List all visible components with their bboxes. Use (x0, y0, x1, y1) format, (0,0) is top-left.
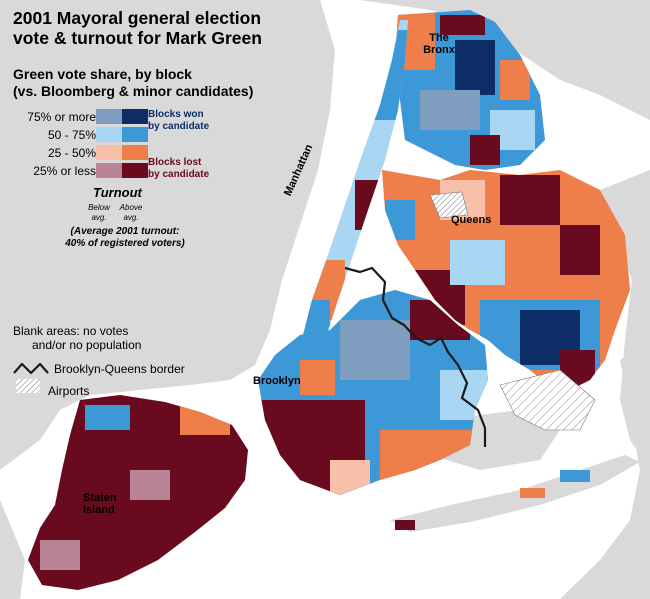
above-avg-line-2: avg. (123, 213, 139, 222)
airports-legend-label: Airports (48, 384, 90, 398)
bronx-line-1: The (429, 32, 449, 44)
lost-line-1: Blocks lost (148, 157, 202, 168)
map-title: 2001 Mayoral general election vote & tur… (13, 8, 313, 48)
legend-level-4-label: 25% or less (33, 164, 96, 178)
map-subtitle: Green vote share, by block (vs. Bloomber… (13, 66, 313, 100)
south-land (0, 500, 25, 599)
blank-areas-line-1: Blank areas: no votes (13, 324, 129, 338)
north-land (360, 0, 650, 120)
swatch-50-above (122, 127, 148, 142)
swatch-75-above (122, 109, 148, 124)
won-line-2: by candidate (148, 121, 210, 132)
airport-laguardia (429, 191, 469, 219)
swatch-0-above (122, 163, 148, 178)
staten-island-label: Staten Island (83, 492, 117, 516)
avg-turnout-line-2: 40% of registered voters) (65, 238, 185, 249)
title-line-1: 2001 Mayoral general election (13, 8, 262, 28)
below-avg-label: Below avg. (82, 203, 116, 223)
swatch-0-below (96, 163, 122, 178)
border-legend-label: Brooklyn-Queens border (54, 362, 185, 376)
brooklyn-queens-border (344, 266, 487, 447)
turnout-title: Turnout (93, 185, 142, 200)
airport-jfk (499, 369, 596, 431)
swatch-25-below (96, 145, 122, 160)
swatch-75-below (96, 109, 122, 124)
bronx-line-2: Bronx (423, 44, 455, 56)
average-turnout-note: (Average 2001 turnout: 40% of registered… (30, 226, 220, 250)
staten-line-1: Staten (83, 492, 117, 504)
legend-lost-note: Blocks lost by candidate (148, 157, 209, 181)
legend-won-note: Blocks won by candidate (148, 109, 209, 133)
below-avg-line-1: Below (88, 203, 110, 212)
airport-legend-icon (16, 379, 40, 393)
won-line-1: Blocks won (148, 109, 204, 120)
staten-island-vote-blocks (28, 395, 248, 590)
border-legend-icon (13, 362, 49, 375)
lost-line-2: by candidate (148, 169, 210, 180)
blank-areas-line-2: and/or no population (32, 338, 142, 352)
right-edge-land (560, 340, 650, 599)
brooklyn-label: Brooklyn (253, 375, 301, 387)
legend-level-2-label: 50 - 75% (47, 128, 96, 142)
below-avg-line-2: avg. (91, 213, 107, 222)
legend-level-3-label: 25 - 50% (47, 146, 96, 160)
bronx-label: The Bronx (421, 32, 457, 56)
avg-turnout-line-1: (Average 2001 turnout: (70, 226, 180, 237)
title-line-2: vote & turnout for Mark Green (13, 28, 262, 48)
above-avg-label: Above avg. (114, 203, 148, 223)
swatch-25-above (122, 145, 148, 160)
legend-level-1-label: 75% or more (27, 110, 96, 124)
above-avg-line-1: Above (119, 203, 143, 212)
new-jersey-land (0, 0, 335, 470)
queens-label: Queens (451, 214, 492, 226)
subtitle-line-2: (vs. Bloomberg & minor candidates) (13, 83, 254, 99)
rockaway-land (390, 455, 640, 532)
staten-line-2: Island (83, 504, 115, 516)
rockaway-vote-blocks (395, 470, 590, 530)
subtitle-line-1: Green vote share, by block (13, 66, 192, 82)
swatch-50-below (96, 127, 122, 142)
